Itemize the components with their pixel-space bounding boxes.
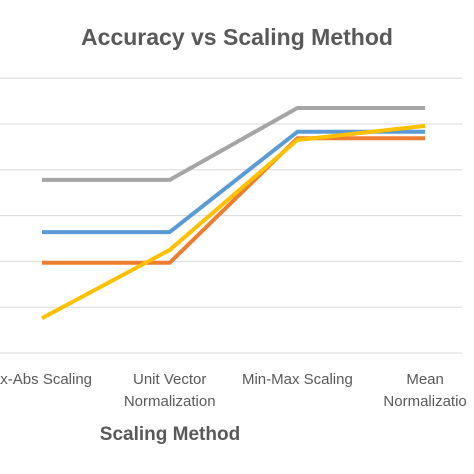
series-line [42,136,426,265]
x-tick-label: Mean Normalizatio [383,371,466,410]
series-line [41,123,426,320]
x-tick-label: Min-Max Scaling [242,371,353,388]
chart-title: Accuracy vs Scaling Method [81,24,393,50]
series-line [42,105,426,182]
x-axis-title: Scaling Method [100,424,240,445]
series-line [42,129,426,235]
x-tick-label: Unit Vector Normalization [124,371,216,410]
x-tick-label: ax-Abs Scaling [0,371,92,388]
